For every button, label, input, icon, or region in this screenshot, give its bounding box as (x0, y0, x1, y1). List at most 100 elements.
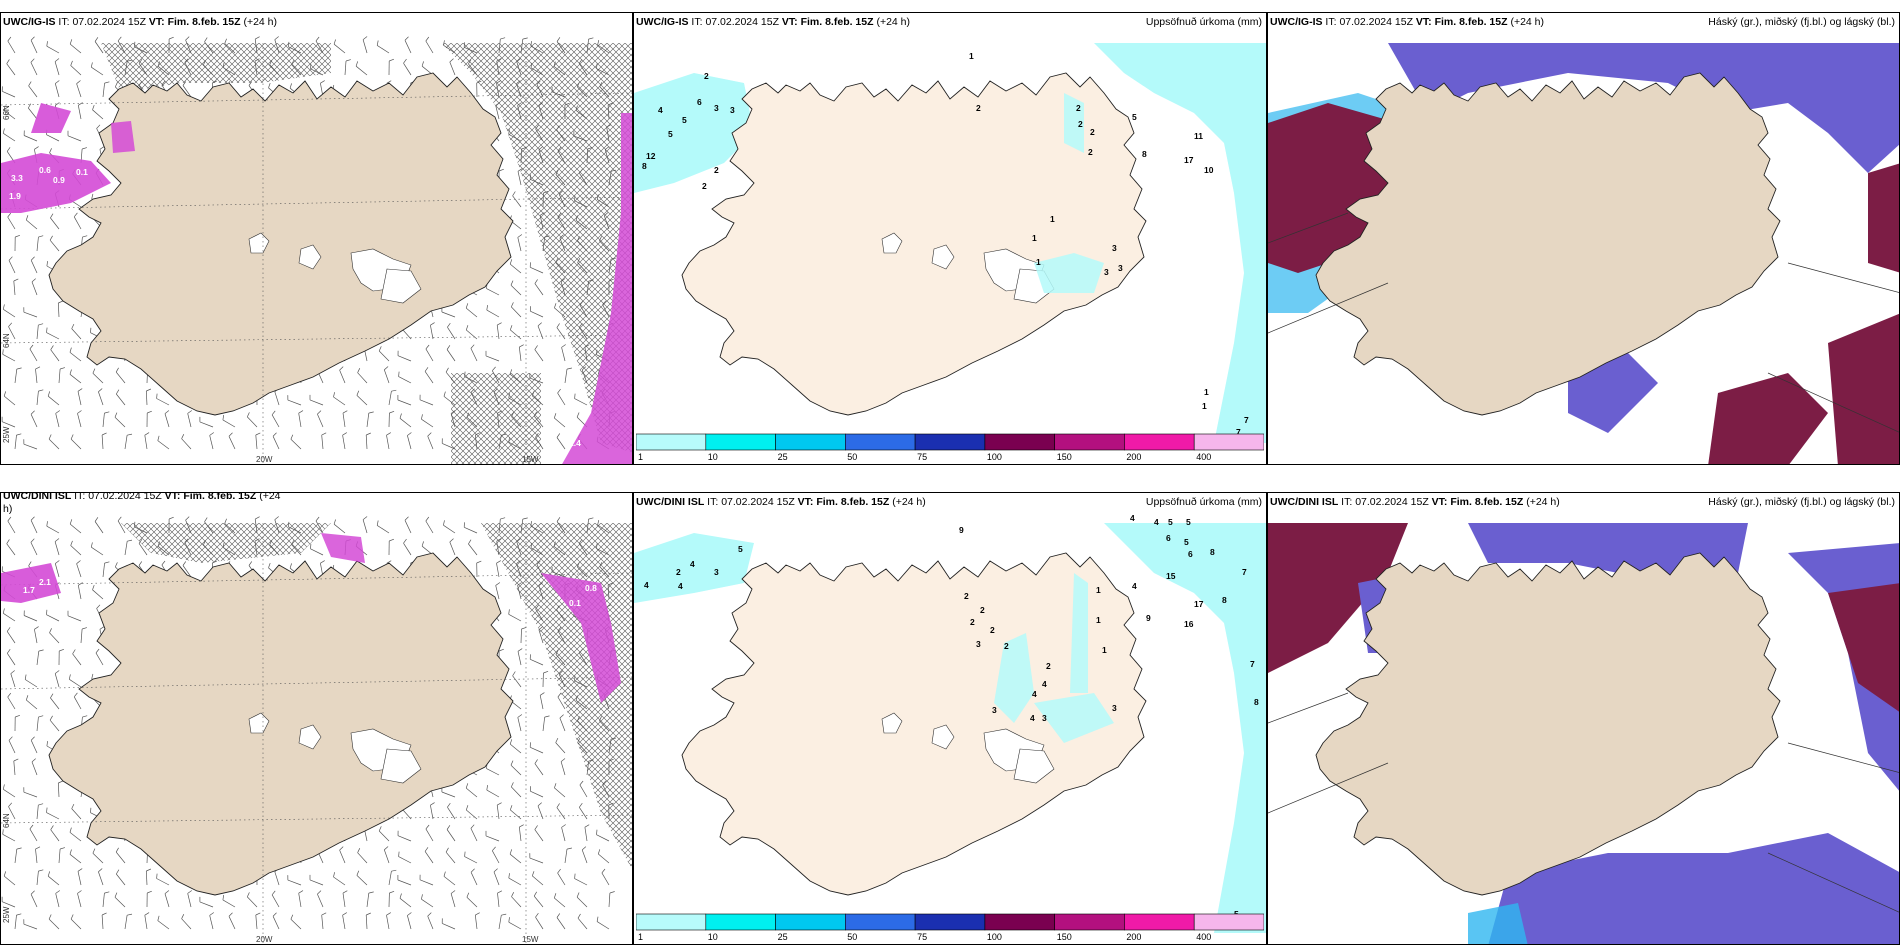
wind-barb (530, 67, 544, 76)
wind-barb-feather (82, 235, 88, 238)
wind-barb (465, 307, 478, 318)
wind-barb-feather (475, 912, 480, 916)
legend-swatch (914, 433, 986, 451)
wind-barb (362, 39, 368, 54)
wind-barb (247, 416, 258, 428)
wind-barb (602, 784, 610, 798)
wind-barb (508, 877, 522, 886)
wind-barb-feather (391, 389, 397, 392)
wind-barb (321, 435, 324, 450)
wind-barb (597, 44, 610, 54)
lon-label-25: 25W (2, 906, 11, 923)
wind-barb (538, 149, 544, 164)
wind-barb-feather (606, 124, 612, 128)
wind-barb-feather (342, 410, 348, 414)
wind-barb (298, 413, 302, 428)
wind-barb-feather (362, 36, 368, 40)
wind-barb-feather (517, 582, 522, 586)
wind-barb (333, 523, 346, 534)
wind-barb (255, 434, 258, 450)
legend-swatch (1124, 913, 1195, 931)
wind-barb-feather (222, 894, 225, 900)
wind-barb-feather (579, 300, 584, 306)
wind-barb (36, 325, 39, 340)
wind-barb-feather (389, 890, 395, 894)
iceland (48, 72, 514, 416)
wind-barb (424, 371, 434, 384)
wind-barb-feather (607, 102, 613, 106)
wind-barb-feather (577, 738, 581, 743)
wind-barb (291, 64, 302, 76)
wind-barb (254, 519, 258, 534)
wind-barb (14, 849, 18, 864)
wind-barb (70, 918, 82, 930)
wind-barb-feather (38, 869, 44, 872)
wind-barb (26, 699, 38, 710)
wind-barb (586, 39, 589, 54)
precip-value: 2 (970, 617, 975, 627)
wind-barb (7, 40, 16, 54)
panel-title: Háský (gr.), miðský (fj.bl.) og lágský (… (1708, 496, 1895, 508)
wind-barb (578, 543, 588, 556)
wind-barb (70, 545, 82, 556)
wind-barb-feather (181, 434, 185, 439)
wind-barb-feather (3, 391, 7, 397)
wind-barb-feather (584, 824, 590, 828)
wind-barb (584, 827, 588, 842)
wind-barb-feather (421, 414, 423, 420)
wind-barb-feather (476, 80, 482, 84)
wind-barb (532, 875, 544, 886)
wind-barb-feather (274, 36, 279, 40)
panel-precip-dini: UWC/DINI ISL IT: 07.02.2024 15Z VT: Fim.… (633, 492, 1267, 945)
wind-barb-feather (366, 912, 371, 916)
wind-barb (530, 178, 544, 186)
wind-barb (579, 327, 588, 340)
wind-barb (317, 893, 324, 908)
wind-barb-feather (538, 146, 544, 150)
wind-barb-feather (333, 872, 335, 878)
iceland (1315, 552, 1781, 896)
wind-barb-feather (508, 129, 510, 135)
legend-label: 25 (778, 932, 788, 942)
precip-value: 2 (714, 165, 719, 175)
wind-barb-feather (127, 913, 133, 916)
wind-barb (69, 523, 82, 534)
precip-value: 2 (1088, 147, 1093, 157)
wind-barb-feather (555, 257, 559, 263)
wind-barb-feather (557, 212, 562, 218)
wind-barb-feather (222, 414, 225, 420)
wind-barb-feather (553, 61, 556, 67)
wind-barb (557, 872, 566, 886)
legend-swatch (1054, 913, 1125, 931)
wind-barb (586, 281, 590, 296)
wind-barb (309, 879, 324, 886)
wind-barb (407, 435, 412, 450)
wind-barb-feather (269, 59, 273, 65)
wind-barb (157, 440, 170, 450)
wind-barb-feather (15, 234, 21, 238)
wind-barb-feather (425, 36, 430, 42)
wind-barb-feather (77, 388, 83, 392)
wind-barb-feather (604, 146, 610, 150)
precip-value: 17 (1194, 599, 1204, 609)
wind-barb-feather (599, 561, 603, 567)
wind-barb (224, 43, 236, 54)
wind-barb (3, 395, 16, 406)
wind-barb (184, 542, 192, 556)
precip-value: 12 (646, 151, 656, 161)
wind-barb-feather (8, 256, 13, 261)
wind-barb-feather (268, 82, 271, 88)
wind-barb-feather (509, 805, 513, 811)
wind-barb (185, 519, 192, 534)
wind-barb-feather (77, 890, 82, 894)
wind-barb-feather (517, 102, 522, 106)
wind-barb-feather (575, 695, 578, 701)
wind-barb-feather (2, 349, 4, 355)
wind-barb-feather (509, 739, 513, 745)
wind-barb (14, 435, 17, 450)
wind-barb (556, 807, 566, 820)
wind-barb (450, 413, 456, 428)
wind-barb (443, 524, 456, 534)
legend-swatch (984, 433, 1055, 451)
mid-cloud-area (1828, 313, 1899, 464)
